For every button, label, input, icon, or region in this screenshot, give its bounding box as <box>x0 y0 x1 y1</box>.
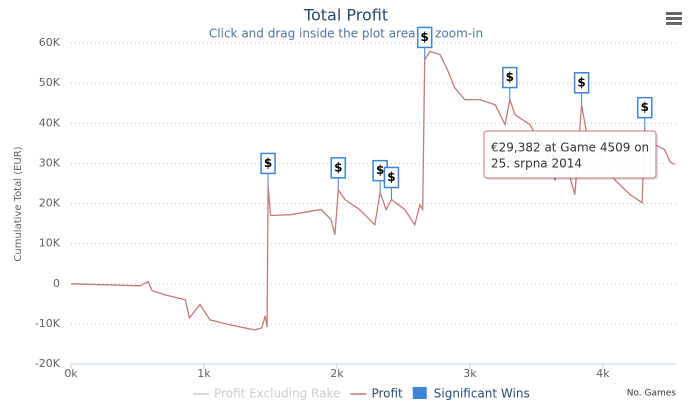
x-tick-label: 2k <box>330 367 344 380</box>
flag[interactable]: $ <box>502 66 518 100</box>
legend-item[interactable]: Profit <box>350 387 403 401</box>
y-tick-label: -10K <box>35 317 61 330</box>
x-tick-label: 1k <box>197 367 211 380</box>
y-tick-label: 10K <box>39 237 61 250</box>
y-axis-label: Cumulative Total (EUR) <box>13 146 24 261</box>
chart-title: Total Profit <box>303 6 388 25</box>
y-tick-label: 20K <box>39 197 61 210</box>
legend-label: Significant Wins <box>434 387 530 401</box>
legend-item[interactable]: Profit Excluding Rake <box>193 387 340 401</box>
flag[interactable]: $ <box>637 96 653 130</box>
flag-text: $ <box>641 100 649 114</box>
y-tick-label: 50K <box>39 76 61 89</box>
flag[interactable]: $ <box>330 157 347 190</box>
flag[interactable]: $ <box>260 152 276 186</box>
flag[interactable]: $ <box>416 26 433 60</box>
flag-box <box>416 26 433 49</box>
x-tick-label: 4k <box>596 367 610 380</box>
tooltip-text: €29,382 at Game 4509 on <box>491 141 649 155</box>
flag-text: $ <box>334 160 342 174</box>
flag-text: $ <box>376 163 384 177</box>
flag-box <box>260 152 276 175</box>
flag-text: $ <box>506 70 514 84</box>
flag-text: $ <box>264 156 272 170</box>
flag-box <box>502 66 518 89</box>
x-tick-label: 3k <box>463 367 477 380</box>
y-tick-label: 30K <box>39 156 61 169</box>
flag-text: $ <box>421 30 429 44</box>
chart-subtitle: Click and drag inside the plot area to z… <box>209 27 483 41</box>
tooltip: €29,382 at Game 4509 on 25. srpna 2014 <box>483 130 658 180</box>
flag-box <box>637 96 653 119</box>
legend-symbol <box>412 387 427 399</box>
y-tick-label: -20K <box>35 357 61 370</box>
y-tick-label: 40K <box>39 116 61 129</box>
legend-label: Profit Excluding Rake <box>214 387 340 401</box>
flag-text: $ <box>387 170 395 184</box>
x-tick-label: 0k <box>64 367 78 380</box>
legend-label: Profit <box>371 387 403 401</box>
flag[interactable]: $ <box>383 166 400 200</box>
legend-item[interactable]: Significant Wins <box>412 387 530 401</box>
flag-text: $ <box>577 75 585 89</box>
tooltip-text: 25. srpna 2014 <box>491 157 582 171</box>
flag-box <box>330 157 347 179</box>
flag[interactable]: $ <box>573 72 590 105</box>
menu-button[interactable] <box>666 12 682 25</box>
tooltip-box <box>483 130 657 179</box>
profit-line <box>70 50 676 331</box>
y-tick-label: 0 <box>53 277 60 290</box>
x-axis-label: No. Games <box>627 389 677 399</box>
y-tick-label: 60K <box>39 36 61 49</box>
flag-box <box>383 166 400 189</box>
flag-box <box>573 72 590 94</box>
